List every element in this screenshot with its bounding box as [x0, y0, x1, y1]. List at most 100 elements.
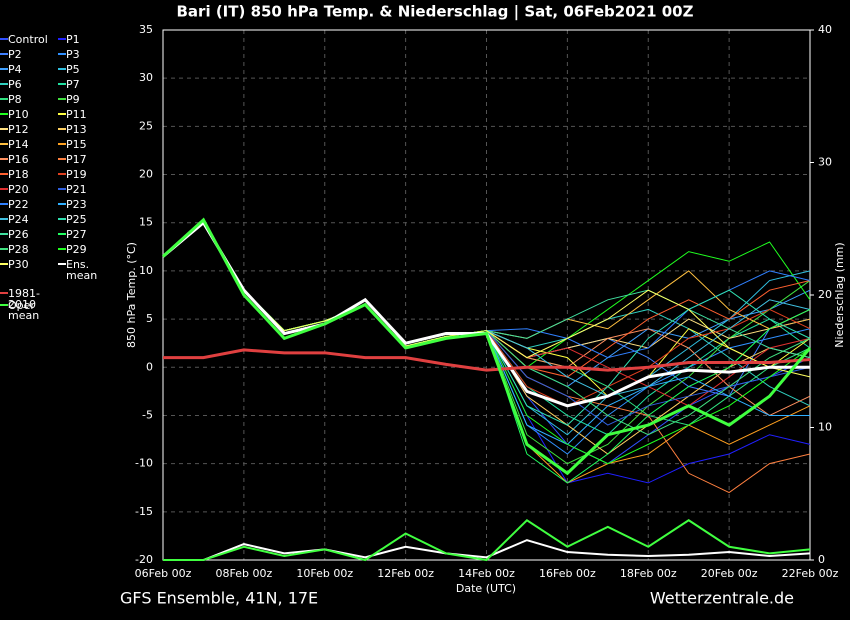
y-tick-label: 25	[139, 119, 153, 132]
legend-label: P8	[8, 93, 22, 106]
legend-swatch	[0, 248, 8, 250]
legend-swatch	[0, 83, 8, 85]
legend-swatch	[58, 188, 66, 190]
legend-label: P4	[8, 63, 22, 76]
legend-label: P1	[66, 33, 80, 46]
series-line	[162, 220, 811, 494]
legend-label: P13	[66, 123, 87, 136]
legend-label: P19	[66, 168, 87, 181]
series-line	[163, 518, 811, 562]
legend-label: P17	[66, 153, 87, 166]
x-tick-label: 12Feb 00z	[377, 567, 434, 580]
legend-label: P28	[8, 243, 29, 256]
legend-swatch	[58, 248, 66, 250]
legend-swatch	[0, 38, 8, 40]
x-tick-label: 08Feb 00z	[216, 567, 273, 580]
legend-swatch	[0, 128, 8, 130]
y2-tick-label: 40	[818, 23, 832, 36]
legend-entry: P30	[0, 259, 58, 270]
legend-entry: P6	[0, 79, 58, 90]
legend-entry: P22	[0, 199, 58, 210]
y-tick-label: 15	[139, 216, 153, 229]
legend-entry: P17	[58, 154, 116, 165]
legend-entry: P11	[58, 109, 116, 120]
legend-swatch	[58, 233, 66, 235]
legend-swatch	[0, 233, 8, 235]
x-tick-label: 06Feb 00z	[135, 567, 192, 580]
x-tick-label: 10Feb 00z	[296, 567, 353, 580]
legend-label: P25	[66, 213, 87, 226]
legend-swatch	[58, 143, 66, 145]
legend-swatch	[58, 128, 66, 130]
legend-label: P26	[8, 228, 29, 241]
legend-entry: P12	[0, 124, 58, 135]
legend-entry: P15	[58, 139, 116, 150]
y-tick-label: -5	[142, 408, 153, 421]
legend-entry: P1	[58, 34, 116, 45]
legend-entry: P29	[58, 244, 116, 255]
legend-swatch	[0, 188, 8, 190]
y2-tick-label: 0	[818, 553, 825, 566]
legend-swatch	[58, 158, 66, 160]
legend-swatch	[58, 83, 66, 85]
legend-swatch	[0, 53, 8, 55]
legend-swatch	[0, 304, 8, 306]
y-tick-label: -15	[135, 505, 153, 518]
legend-entry: P14	[0, 139, 58, 150]
legend-entry: P18	[0, 169, 58, 180]
legend-entry: P10	[0, 109, 58, 120]
legend-entry: P5	[58, 64, 116, 75]
legend-label: P2	[8, 48, 22, 61]
legend-entry: P25	[58, 214, 116, 225]
legend-label: P30	[8, 258, 29, 271]
legend-swatch	[0, 263, 8, 265]
legend-label: P27	[66, 228, 87, 241]
legend-label: P3	[66, 48, 80, 61]
legend-entry: P8	[0, 94, 58, 105]
legend-entry: P21	[58, 184, 116, 195]
y-tick-label: 10	[139, 264, 153, 277]
legend-swatch	[0, 68, 8, 70]
footer-left: GFS Ensemble, 41N, 17E	[120, 589, 318, 608]
legend-label: Oper	[8, 299, 35, 312]
legend-entry: P7	[58, 79, 116, 90]
legend-entry: Oper	[0, 300, 58, 311]
legend-label: P12	[8, 123, 29, 136]
legend-label: P9	[66, 93, 80, 106]
legend-entry: P4	[0, 64, 58, 75]
legend-label: P23	[66, 198, 87, 211]
legend-entry: Ens. mean	[58, 259, 116, 281]
y2-axis-label: Niederschlag (mm)	[833, 242, 846, 347]
legend-swatch	[0, 98, 8, 100]
legend-entry: P23	[58, 199, 116, 210]
x-tick-label: 22Feb 00z	[782, 567, 839, 580]
legend-label: P6	[8, 78, 22, 91]
legend-swatch	[0, 113, 8, 115]
legend-swatch	[58, 113, 66, 115]
x-tick-label: 14Feb 00z	[458, 567, 515, 580]
legend-entry: 1981-2010 mean	[0, 288, 58, 321]
legend-label: 1981-2010 mean	[8, 287, 40, 322]
series-line	[161, 217, 812, 476]
legend-swatch	[58, 98, 66, 100]
legend-entry: P2	[0, 49, 58, 60]
legend-swatch	[0, 173, 8, 175]
legend-label: P29	[66, 243, 87, 256]
x-tick-label: 18Feb 00z	[620, 567, 677, 580]
legend-swatch	[58, 218, 66, 220]
legend-swatch	[58, 263, 66, 265]
legend-swatch	[58, 38, 66, 40]
y-tick-label: -10	[135, 457, 153, 470]
y-tick-label: 5	[146, 312, 153, 325]
legend-label: P5	[66, 63, 80, 76]
legend-entry: P27	[58, 229, 116, 240]
legend-swatch	[0, 158, 8, 160]
legend-swatch	[58, 173, 66, 175]
legend-label: P14	[8, 138, 29, 151]
footer-right: Wetterzentrale.de	[650, 589, 794, 608]
legend-swatch	[58, 68, 66, 70]
legend-entry: P13	[58, 124, 116, 135]
y-tick-label: -20	[135, 553, 153, 566]
